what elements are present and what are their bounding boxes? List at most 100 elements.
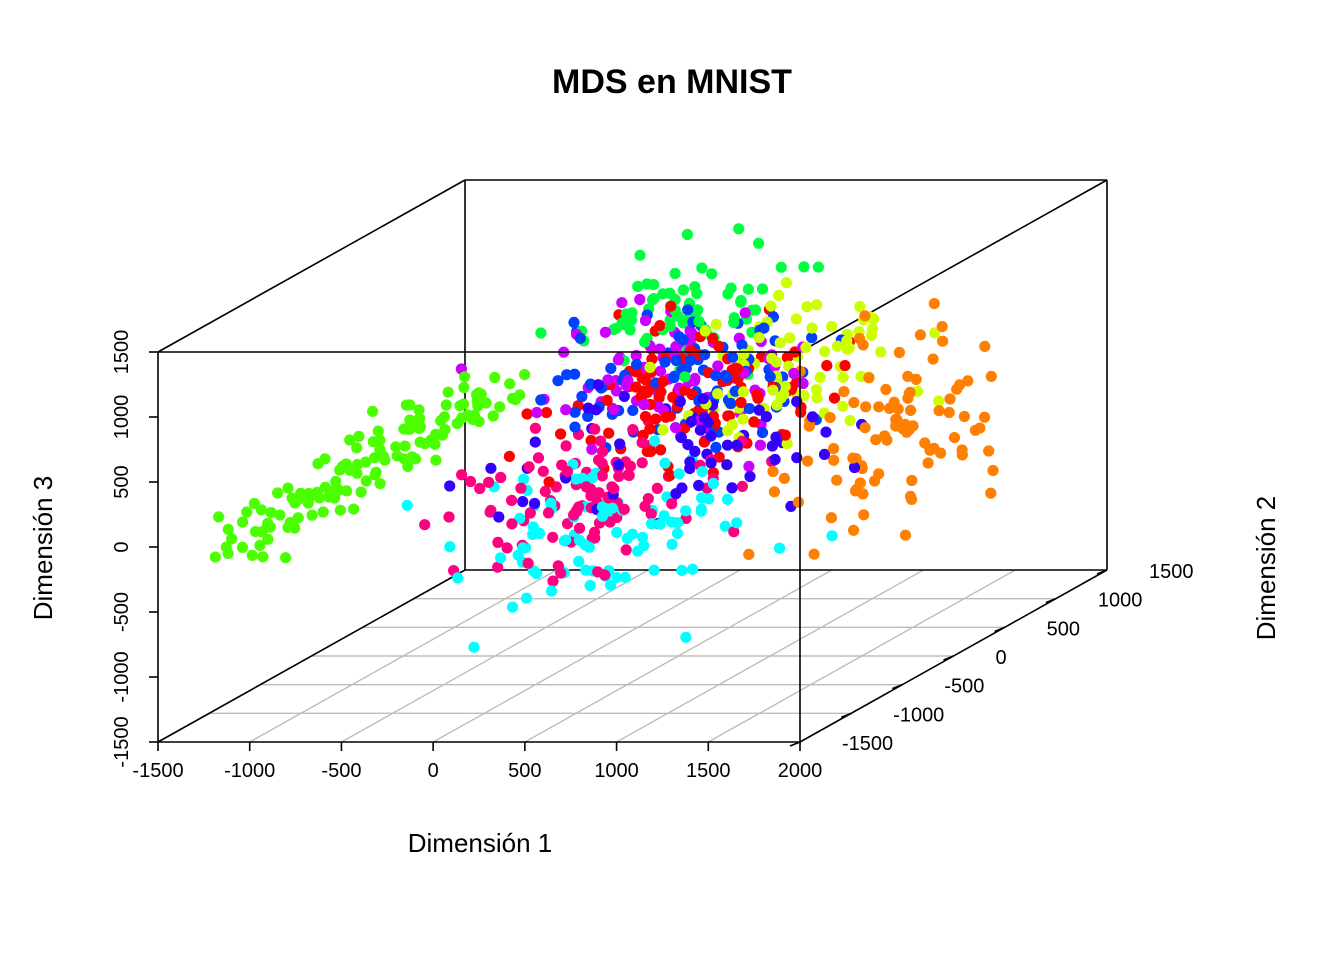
data-point [669,422,682,434]
data-point [983,445,995,457]
data-point [692,304,704,316]
data-point [696,492,708,504]
data-point [582,410,594,422]
data-point [705,430,717,442]
data-point [689,445,701,457]
data-point [660,411,672,423]
data-point [818,448,831,460]
data-point [806,332,818,344]
data-point [737,386,750,398]
data-point [873,401,885,413]
data-point [671,517,684,529]
data-point [666,538,678,551]
data-point [355,486,367,498]
data-point [848,397,860,409]
chart-title: MDS en MNIST [552,63,792,101]
data-point [758,322,770,334]
data-point [808,548,820,560]
data-point [569,421,581,433]
data-point [693,315,705,328]
data-point [987,464,999,477]
data-point [592,379,604,391]
data-point [756,283,769,295]
data-point [682,439,694,451]
data-point [616,297,628,309]
data-point [749,304,762,316]
data-point [837,400,849,412]
data-point [360,475,372,487]
data-point [542,507,555,519]
y-tick-label: 500 [1047,618,1080,640]
data-point [797,377,809,390]
data-point [738,348,750,360]
data-point [694,424,707,436]
data-point [831,474,843,486]
data-point [721,493,734,505]
data-point [687,563,699,575]
data-point [875,346,887,358]
data-point [936,321,948,333]
data-point [372,425,384,437]
data-point [665,300,677,312]
data-point [274,509,286,521]
data-point [597,446,609,458]
data-point [379,454,391,466]
data-point [492,536,504,549]
data-point [948,432,961,444]
data-point [831,340,844,352]
data-point [764,371,776,383]
data-point [631,358,643,370]
data-point [814,371,826,383]
data-point [280,552,292,564]
data-point [893,346,906,359]
z-tick-label: -500 [111,592,133,632]
x-tick-label: -1500 [132,760,183,782]
data-point [674,395,686,408]
data-point [351,467,363,479]
data-point [721,439,734,451]
data-point [504,378,516,390]
data-point [576,390,588,403]
data-point [721,459,733,471]
data-point [374,478,386,490]
data-point [778,472,791,484]
data-point [452,572,464,584]
data-point [841,335,853,347]
data-point [858,509,870,521]
data-point [529,436,541,448]
data-point [627,404,639,416]
data-point [639,336,651,348]
data-point [751,388,763,401]
y-tick [892,683,903,690]
data-point [531,406,543,419]
data-point [523,461,535,473]
data-point [620,544,632,556]
y-tick-label: -1500 [842,733,893,755]
data-point [854,477,866,489]
data-point [696,466,708,478]
y-tick-label: 0 [996,647,1007,669]
data-point [754,439,767,451]
data-point [618,390,630,402]
box-edge [157,179,466,353]
data-point [456,469,468,481]
data-point [627,424,639,436]
data-point [650,413,662,425]
data-point [589,423,601,435]
data-point [639,314,652,327]
data-point [369,452,381,464]
data-point [545,497,557,509]
data-point [642,493,654,505]
data-point [596,470,608,482]
data-point [636,372,648,384]
data-point [697,393,709,405]
data-point [726,482,738,494]
data-point [870,434,882,446]
data-point [540,407,553,419]
data-point [771,399,783,411]
data-point [731,517,743,529]
x-tick-label: 0 [428,760,439,782]
data-point [702,416,714,428]
data-point [655,444,667,456]
data-point [767,465,779,478]
